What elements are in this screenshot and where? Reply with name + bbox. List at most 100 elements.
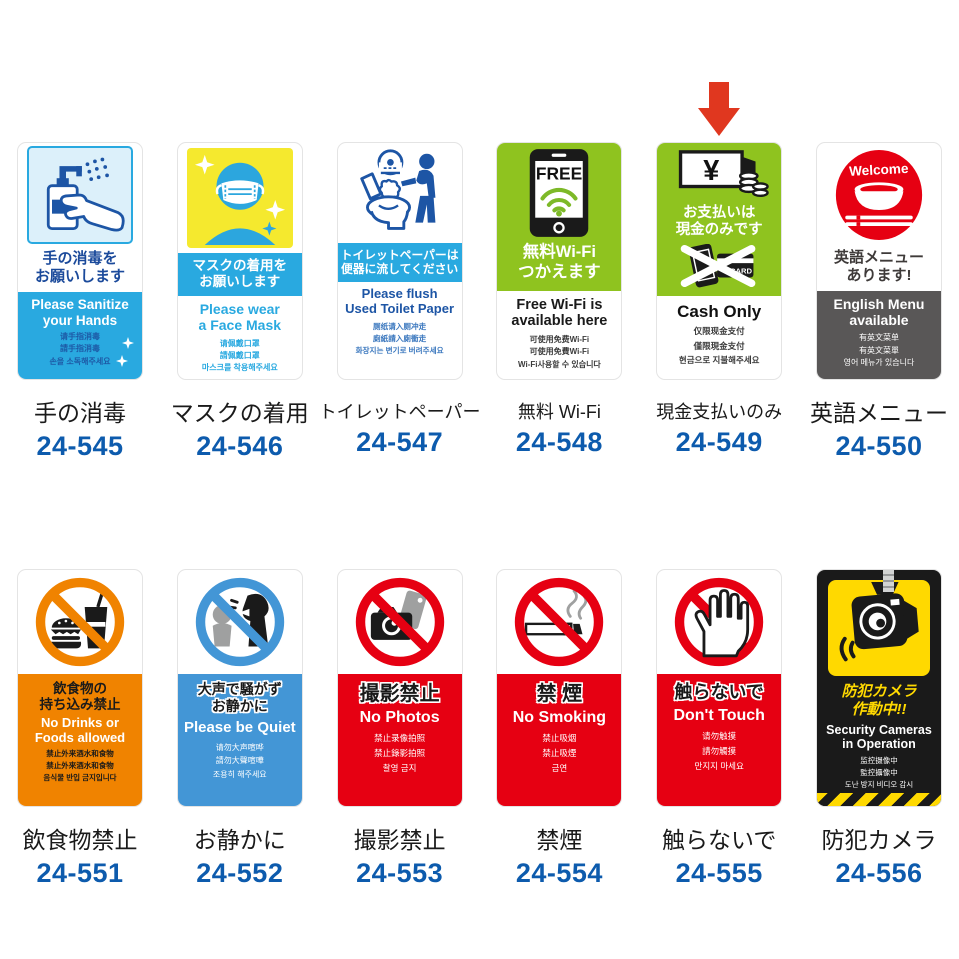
oth-line-line: 촬영 금지 <box>382 763 417 774</box>
product-cell: 大声で騒がず お静かに Please be Quiet 请勿大声喧哗 請勿大聲喧嘩 조… <box>160 569 320 889</box>
product-label: 飲食物禁止 <box>22 827 138 853</box>
eng-line-line: Please wear <box>199 301 280 318</box>
oth-line-line: 禁止吸烟 <box>542 733 577 744</box>
sign-english-text: Security Cameras in Operation <box>817 720 941 752</box>
oth-line-line: 禁止录像拍照 <box>374 733 426 744</box>
toilet-flush-icon <box>359 149 436 230</box>
oth-line-line: 請佩戴口罩 <box>219 350 260 360</box>
h-line-line: マスクの着用を <box>192 258 288 273</box>
oth-line-line: 僅限現金支付 <box>693 340 745 351</box>
oth-line-line: 도난 방지 비디오 감시 <box>844 779 914 789</box>
sign-card: ¥ お支払いは 現金のみです CARD <box>656 142 783 380</box>
h-line-line: 大声で騒がず <box>197 681 282 697</box>
svg-text:CARD: CARD <box>730 266 753 275</box>
oth-line-line: 禁止吸煙 <box>542 748 577 759</box>
camera-strap <box>882 570 894 592</box>
product-cell: 手の消毒を お願いします Please Sanitize your Hands 请手… <box>0 142 160 462</box>
sign-english-text: Please Sanitize your Hands <box>18 292 142 328</box>
eng-line-line: Free Wi-Fi is <box>516 296 603 313</box>
sign-icon-box: Welcome <box>834 148 924 242</box>
h-line-line: 手の消毒を <box>42 250 118 267</box>
product-cell: ¥ お支払いは 現金のみです CARD <box>639 82 799 462</box>
h-line-line: 作動中!! <box>851 701 907 718</box>
product-cell: トイレットペーパーは 便器に流してください Please flush Used To… <box>318 142 481 462</box>
sign-card: 防犯カメラ 作動中!! Security Cameras in Operation … <box>815 569 942 807</box>
oth-line-line: 請勿觸摸 <box>702 745 737 756</box>
no-food-icon <box>35 577 125 667</box>
oth-line-line: 请勿触摸 <box>702 730 737 741</box>
sign-footer: No Photos 禁止录像拍照 禁止錄影拍照 촬영 금지 <box>337 707 462 806</box>
oth-line-line: 禁止外來酒水和食物 <box>46 760 114 770</box>
sign-english-text: Free Wi-Fi is available here <box>497 291 621 330</box>
sign-translations: 请勿触摸 請勿觸摸 만지지 마세요 <box>657 725 781 774</box>
sign-translations: 监控摄像中 監控攝像中 도난 방지 비디오 감시 <box>817 752 941 791</box>
sign-icon-box <box>350 148 450 238</box>
sign-heading: 撮影禁止 <box>337 674 462 707</box>
eng-line-line: available here <box>511 313 608 330</box>
product-label: トイレットペーパー <box>318 402 481 422</box>
sign-footer: Please wear a Face Mask 请佩戴口罩 請佩戴口罩 마스크를 착용… <box>178 296 302 379</box>
sign-heading: 大声で騒がず お静かに <box>177 674 302 716</box>
sign-footer: No Drinks or Foods allowed 禁止外来酒水和食物 禁止外來酒… <box>18 714 142 806</box>
oth-line-line: 监控摄像中 <box>860 755 898 765</box>
product-cell: マスクの着用を お願いします Please wear a Face Mask 请佩戴… <box>160 142 320 462</box>
product-cell: 撮影禁止 No Photos 禁止录像拍照 禁止錄影拍照 촬영 금지 撮影禁止 24… <box>320 569 480 889</box>
eng-line-line: your Hands <box>42 312 118 328</box>
sign-english-text: No Smoking <box>497 707 621 727</box>
eng-line-line: in Operation <box>842 737 916 752</box>
oth-line-line: 請手指消毒 <box>60 344 100 354</box>
no-touch-icon <box>675 577 764 667</box>
svg-text:Welcome: Welcome <box>849 161 910 179</box>
sign-footer: Cash Only 仅限现金支付 僅限現金支付 현금으로 지불해주세요 <box>657 296 781 379</box>
oth-line-line: 禁止錄影拍照 <box>374 748 426 759</box>
eng-line-line: available <box>849 312 909 329</box>
h-line-line: 撮影禁止 <box>359 683 440 705</box>
sign-icon-area <box>18 570 142 674</box>
sign-icon-area <box>497 570 621 674</box>
sign-heading: 英語メニュー あります! <box>817 247 941 291</box>
h-line-line: 飲食物の <box>53 681 107 696</box>
sign-icon-area <box>18 143 142 247</box>
sign-icon-area: FREE <box>497 143 622 243</box>
free-wifi-phone-icon: FREE <box>530 149 589 237</box>
h-line-line: 便器に流してください <box>340 262 459 277</box>
product-code: 24-546 <box>196 431 284 461</box>
h-line-line: 持ち込み禁止 <box>39 697 121 713</box>
oth-line-line: 请勿大声喧哗 <box>215 742 264 752</box>
sign-icon-area <box>178 570 302 674</box>
sign-row-2: 飲食物の 持ち込み禁止 No Drinks or Foods allowed 禁止外… <box>0 569 959 889</box>
sign-translations: 仅限现金支付 僅限現金支付 현금으로 지불해주세요 <box>657 321 781 367</box>
security-camera-icon <box>839 582 919 662</box>
sign-translations: 请手指消毒 請手指消毒 손을 소독해주세요 <box>18 328 142 368</box>
product-label: 禁煙 <box>536 827 583 853</box>
sign-heading: 触らないで <box>657 674 782 705</box>
sign-icon-box <box>353 575 447 669</box>
sign-row-1: 手の消毒を お願いします Please Sanitize your Hands 请手… <box>0 0 959 462</box>
h-line-line: 禁 煙 <box>536 683 583 705</box>
sign-english-text: Please flush Used Toilet Paper <box>338 282 462 317</box>
sign-footer: Please be Quiet 请勿大声喧哗 請勿大聲喧嘩 조용히 해주세요 <box>177 715 302 806</box>
sign-footer: No Smoking 禁止吸烟 禁止吸煙 금연 <box>497 707 622 806</box>
oth-line-line: 손을 소독해주세요 <box>49 356 111 366</box>
sign-card: 撮影禁止 No Photos 禁止录像拍照 禁止錄影拍照 촬영 금지 <box>336 569 463 807</box>
h-line-line: 防犯カメラ <box>841 683 917 700</box>
sign-translations: 请佩戴口罩 請佩戴口罩 마스크를 착용해주세요 <box>178 334 302 375</box>
eng-line-line: Used Toilet Paper <box>345 301 455 317</box>
sign-translations: 厕纸请入厕冲走 廁紙請入廁衝走 화장지는 변기로 버려주세요 <box>338 317 462 356</box>
oth-line-line: 마스크를 착용해주세요 <box>201 363 278 373</box>
sign-secondary-icon-area: CARD <box>657 241 782 296</box>
product-code: 24-551 <box>36 858 124 888</box>
eng-line-line: Please Sanitize <box>31 297 129 312</box>
h-line-line: お願いします <box>34 268 125 285</box>
sign-heading: トイレットペーパーは 便器に流してください <box>337 243 462 283</box>
product-cell: 飲食物の 持ち込み禁止 No Drinks or Foods allowed 禁止外… <box>0 569 160 889</box>
svg-text:FREE: FREE <box>536 163 582 183</box>
eng-line-line: Cash Only <box>677 301 762 321</box>
sign-icon-area <box>338 143 462 243</box>
product-code: 24-547 <box>356 427 444 457</box>
product-label: 防犯カメラ <box>821 827 937 853</box>
eng-line-line: Foods allowed <box>34 730 126 746</box>
product-code: 24-548 <box>515 427 603 457</box>
sign-icon-area: ¥ <box>657 143 782 201</box>
svg-text:¥: ¥ <box>703 155 719 187</box>
